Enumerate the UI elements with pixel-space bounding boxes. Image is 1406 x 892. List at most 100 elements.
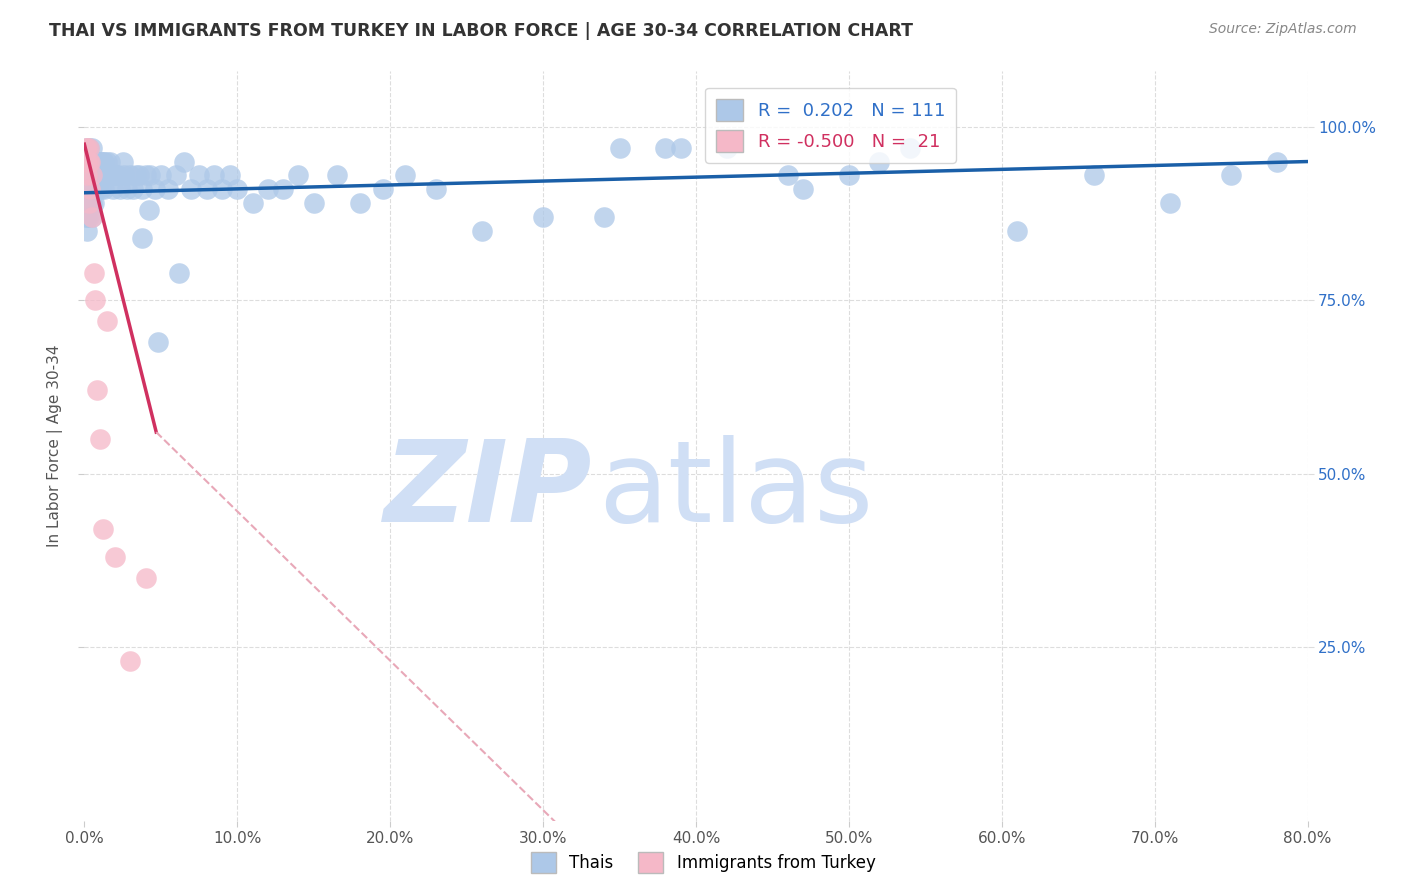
Point: [104, 549, 127, 564]
Point: [271, 182, 294, 196]
Point: [135, 571, 157, 585]
Point: [80, 154, 103, 169]
Point: [128, 169, 150, 183]
Point: [75, 141, 97, 155]
Point: [96, 314, 118, 328]
Point: [105, 169, 128, 183]
Point: [98, 154, 121, 169]
Point: [180, 182, 202, 196]
Point: [76, 169, 98, 183]
Point: [125, 169, 148, 183]
Point: [93, 154, 115, 169]
Point: [77, 169, 100, 183]
Legend: Thais, Immigrants from Turkey: Thais, Immigrants from Turkey: [524, 846, 882, 880]
Point: [86, 384, 108, 398]
Point: [302, 196, 325, 211]
Point: [90, 182, 112, 196]
Point: [394, 169, 416, 183]
Legend: R =  0.202   N = 111, R = -0.500   N =  21: R = 0.202 N = 111, R = -0.500 N = 21: [706, 88, 956, 162]
Point: [173, 154, 195, 169]
Point: [75, 154, 97, 169]
Point: [654, 141, 676, 155]
Point: [80, 182, 103, 196]
Point: [89, 169, 111, 183]
Point: [425, 182, 447, 196]
Point: [211, 182, 233, 196]
Point: [101, 169, 124, 183]
Point: [609, 141, 631, 155]
Point: [716, 141, 738, 155]
Point: [75, 210, 97, 224]
Point: [325, 169, 347, 183]
Point: [76, 169, 98, 183]
Point: [157, 182, 180, 196]
Point: [115, 182, 138, 196]
Point: [91, 169, 114, 183]
Point: [86, 154, 108, 169]
Point: [90, 154, 112, 169]
Point: [120, 654, 142, 668]
Point: [138, 203, 160, 218]
Point: [471, 224, 494, 238]
Point: [87, 169, 110, 183]
Point: [80, 210, 103, 224]
Point: [79, 154, 101, 169]
Point: [131, 231, 153, 245]
Point: [87, 182, 110, 196]
Point: [83, 266, 105, 280]
Point: [77, 196, 100, 211]
Point: [79, 169, 101, 183]
Point: [79, 196, 101, 211]
Point: [122, 182, 145, 196]
Point: [84, 169, 107, 183]
Point: [792, 182, 814, 196]
Point: [96, 154, 118, 169]
Point: [75, 169, 97, 183]
Point: [165, 169, 187, 183]
Point: [776, 169, 799, 183]
Point: [80, 141, 103, 155]
Point: [83, 154, 105, 169]
Point: [87, 154, 110, 169]
Point: [80, 210, 103, 224]
Point: [139, 169, 162, 183]
Point: [84, 293, 107, 308]
Point: [89, 154, 111, 169]
Point: [80, 169, 103, 183]
Point: [80, 169, 103, 183]
Point: [167, 266, 190, 280]
Point: [112, 169, 135, 183]
Point: [91, 522, 114, 536]
Point: [84, 154, 107, 169]
Point: [131, 182, 153, 196]
Point: [77, 154, 100, 169]
Point: [531, 210, 554, 224]
Point: [226, 182, 249, 196]
Point: [869, 154, 891, 169]
Point: [1005, 224, 1028, 238]
Point: [91, 154, 114, 169]
Point: [83, 196, 105, 211]
Point: [257, 182, 280, 196]
Point: [76, 154, 98, 169]
Point: [89, 432, 111, 446]
Point: [76, 154, 98, 169]
Y-axis label: In Labor Force | Age 30-34: In Labor Force | Age 30-34: [46, 344, 63, 548]
Text: ZIP: ZIP: [384, 435, 592, 547]
Point: [79, 182, 101, 196]
Point: [107, 169, 129, 183]
Point: [149, 169, 172, 183]
Point: [76, 224, 98, 238]
Point: [77, 141, 100, 155]
Point: [593, 210, 616, 224]
Point: [77, 182, 100, 196]
Point: [349, 196, 371, 211]
Point: [104, 169, 127, 183]
Point: [77, 210, 100, 224]
Point: [1083, 169, 1105, 183]
Point: [195, 182, 218, 196]
Point: [146, 334, 169, 349]
Point: [94, 169, 117, 183]
Point: [79, 182, 101, 196]
Point: [76, 210, 98, 224]
